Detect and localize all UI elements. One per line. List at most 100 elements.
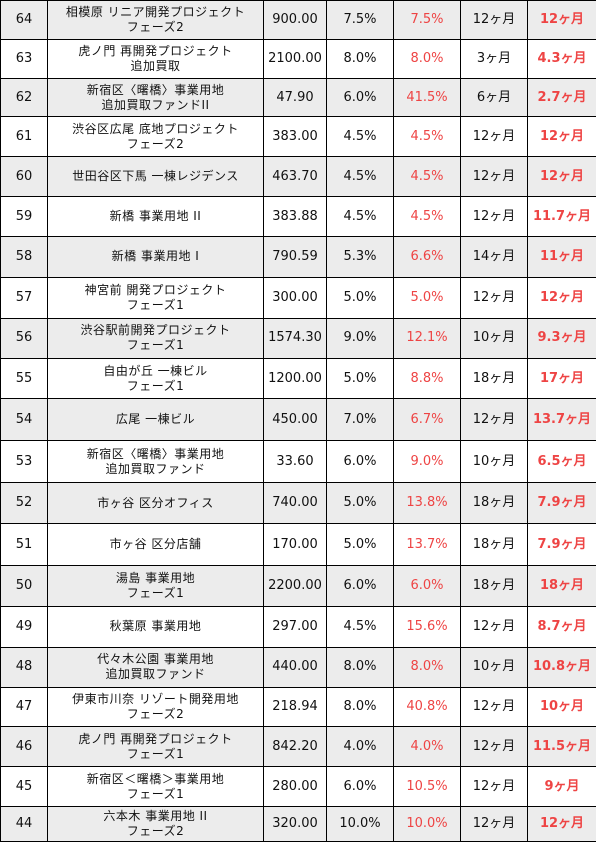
actual-rate-cell: 8.8% [393,357,461,400]
planned-rate-cell: 4.5% [326,196,394,238]
fund-name-cell: 新宿区〈曙橋〉事業用地 追加買取ファンドII [47,77,264,118]
planned-rate-cell: 8.0% [326,686,394,728]
planned-period-cell: 12ヶ月 [460,686,528,728]
table-row: 59 新橋 事業用地 II 383.88 4.5% 4.5% 12ヶ月 11.7ヶ月 [0,196,596,238]
fund-name-cell: 渋谷区広尾 底地プロジェクト フェーズ2 [47,116,264,158]
fund-amount-cell: 790.59 [263,236,327,278]
actual-period-cell: 10.8ヶ月 [527,646,596,688]
fund-number-cell: 53 [0,440,48,484]
fund-name-line: フェーズ2 [126,136,185,151]
actual-rate-cell: 15.6% [393,605,461,648]
fund-name-cell: 新橋 事業用地 II [47,196,264,238]
fund-amount-cell: 842.20 [263,726,327,768]
table-row: 45 新宿区＜曙橋＞事業用地 フェーズ1 280.00 6.0% 10.5% 12ヶ月 9ヶ月 [0,766,596,808]
planned-period-cell: 10ヶ月 [460,646,528,688]
fund-name-line: 広尾 一棟ビル [115,412,196,427]
planned-period-cell: 12ヶ月 [460,0,528,40]
fund-amount-cell: 218.94 [263,686,327,728]
planned-period-cell: 6ヶ月 [460,77,528,118]
planned-rate-cell: 6.0% [326,440,394,484]
planned-period-cell: 18ヶ月 [460,482,528,525]
planned-rate-cell: 7.5% [326,0,394,40]
fund-amount-cell: 47.90 [263,77,327,118]
fund-number-cell: 49 [0,605,48,648]
fund-amount-cell: 2200.00 [263,564,327,607]
fund-amount-cell: 33.60 [263,440,327,484]
fund-name-line: 虎ノ門 再開発プロジェクト [78,731,233,746]
planned-period-cell: 12ヶ月 [460,276,528,319]
fund-name-line: 伊東市川奈 リゾート開発用地 [72,691,239,706]
fund-name-cell: 新宿区＜曙橋＞事業用地 フェーズ1 [47,766,264,808]
planned-rate-cell: 4.5% [326,116,394,158]
fund-name-cell: 秋葉原 事業用地 [47,605,264,648]
fund-name-cell: 市ヶ谷 区分店舗 [47,523,264,566]
actual-rate-cell: 13.7% [393,523,461,566]
actual-rate-cell: 8.0% [393,646,461,688]
planned-rate-cell: 5.0% [326,482,394,525]
fund-amount-cell: 280.00 [263,766,327,808]
planned-rate-cell: 5.0% [326,357,394,400]
actual-period-cell: 11.5ヶ月 [527,726,596,768]
planned-period-cell: 12ヶ月 [460,116,528,158]
actual-rate-cell: 5.0% [393,276,461,319]
fund-number-cell: 47 [0,686,48,728]
fund-name-line: 六本木 事業用地 II [103,809,208,824]
planned-rate-cell: 8.0% [326,646,394,688]
actual-rate-cell: 9.0% [393,440,461,484]
fund-name-line: フェーズ2 [126,19,185,34]
fund-amount-cell: 463.70 [263,156,327,198]
table-row: 64 相模原 リニア開発プロジェクト フェーズ2 900.00 7.5% 7.5% 12ヶ月… [0,0,596,40]
planned-period-cell: 10ヶ月 [460,317,528,359]
fund-name-cell: 市ヶ谷 区分オフィス [47,482,264,525]
actual-rate-cell: 6.7% [393,398,461,442]
planned-rate-cell: 4.5% [326,156,394,198]
fund-name-cell: 新宿区〈曙橋〉事業用地 追加買取ファンド [47,440,264,484]
table-row: 53 新宿区〈曙橋〉事業用地 追加買取ファンド 33.60 6.0% 9.0% 10ヶ月 6.… [0,440,596,484]
actual-rate-cell: 8.0% [393,38,461,79]
fund-name-cell: 虎ノ門 再開発プロジェクト フェーズ1 [47,726,264,768]
actual-period-cell: 17ヶ月 [527,357,596,400]
fund-name-line: 追加買取ファンド [105,667,206,682]
table-row: 49 秋葉原 事業用地 297.00 4.5% 15.6% 12ヶ月 8.7ヶ月 [0,605,596,648]
actual-period-cell: 8.7ヶ月 [527,605,596,648]
actual-rate-cell: 4.5% [393,116,461,158]
fund-name-line: 世田谷区下馬 一棟レジデンス [72,169,239,184]
planned-period-cell: 12ヶ月 [460,605,528,648]
table-row: 47 伊東市川奈 リゾート開発用地 フェーズ2 218.94 8.0% 40.8% 12ヶ月… [0,686,596,728]
fund-number-cell: 45 [0,766,48,808]
fund-name-cell: 世田谷区下馬 一棟レジデンス [47,156,264,198]
planned-period-cell: 12ヶ月 [460,398,528,442]
table-row: 63 虎ノ門 再開発プロジェクト 追加買取 2100.00 8.0% 8.0% 3ヶ月 4.3… [0,38,596,79]
actual-period-cell: 7.9ヶ月 [527,523,596,566]
actual-rate-cell: 10.5% [393,766,461,808]
actual-rate-cell: 13.8% [393,482,461,525]
fund-name-line: 代々木公園 事業用地 [97,652,214,667]
actual-rate-cell: 7.5% [393,0,461,40]
actual-rate-cell: 4.0% [393,726,461,768]
actual-rate-cell: 41.5% [393,77,461,118]
fund-name-line: 追加買取ファンド [105,461,206,476]
fund-name-line: フェーズ1 [126,746,185,761]
fund-amount-cell: 740.00 [263,482,327,525]
planned-period-cell: 12ヶ月 [460,726,528,768]
table-row: 62 新宿区〈曙橋〉事業用地 追加買取ファンドII 47.90 6.0% 41.5% 6ヶ月… [0,77,596,118]
fund-amount-cell: 300.00 [263,276,327,319]
actual-rate-cell: 6.6% [393,236,461,278]
actual-period-cell: 11ヶ月 [527,236,596,278]
fund-amount-cell: 1200.00 [263,357,327,400]
fund-number-cell: 60 [0,156,48,198]
fund-name-line: フェーズ1 [126,378,185,393]
fund-amount-cell: 450.00 [263,398,327,442]
fund-name-line: 虎ノ門 再開発プロジェクト [78,43,233,58]
actual-period-cell: 6.5ヶ月 [527,440,596,484]
fund-name-line: 自由が丘 一棟ビル [103,363,208,378]
planned-period-cell: 12ヶ月 [460,196,528,238]
fund-amount-cell: 383.00 [263,116,327,158]
fund-name-line: 市ヶ谷 区分店舗 [109,537,202,552]
planned-period-cell: 10ヶ月 [460,440,528,484]
fund-name-cell: 神宮前 開発プロジェクト フェーズ1 [47,276,264,319]
fund-number-cell: 59 [0,196,48,238]
fund-name-line: 新橋 事業用地 I [111,249,200,264]
actual-period-cell: 12ヶ月 [527,116,596,158]
